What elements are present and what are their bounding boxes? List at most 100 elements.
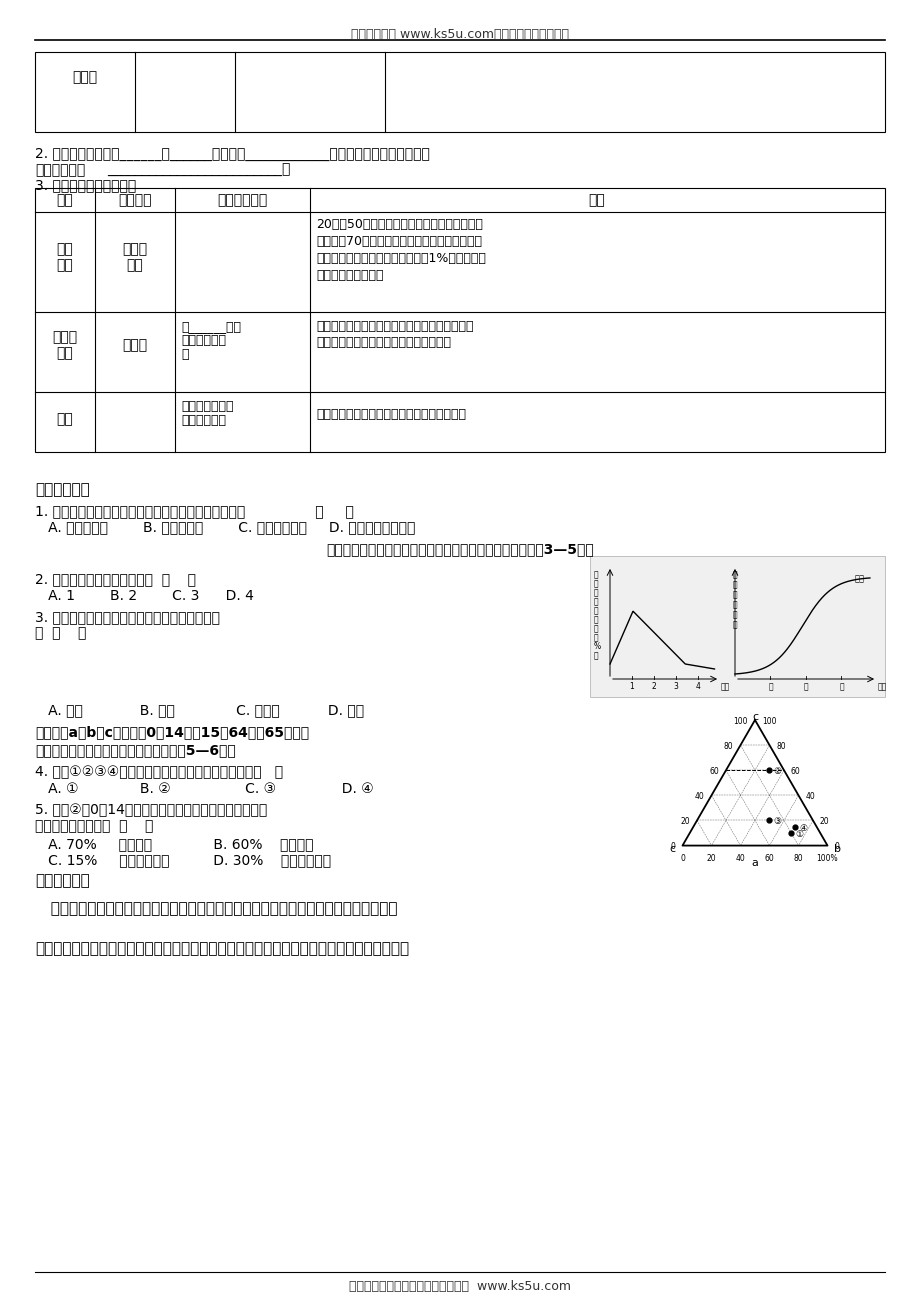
- Text: A. 70%     鼓励生育              B. 60%    计划生育: A. 70% 鼓励生育 B. 60% 计划生育: [35, 837, 313, 852]
- Text: 20: 20: [706, 854, 716, 862]
- Text: 模式已经引入现代型: 模式已经引入现代型: [315, 270, 383, 283]
- Text: ④: ④: [798, 824, 806, 833]
- Text: A. 1        B. 2        C. 3      D. 4: A. 1 B. 2 C. 3 D. 4: [35, 589, 254, 603]
- Text: 欧洲和: 欧洲和: [122, 242, 147, 256]
- Text: （: （: [594, 633, 598, 642]
- Text: 地区: 地区: [57, 193, 74, 207]
- Text: 自: 自: [594, 589, 598, 598]
- Text: 人: 人: [594, 570, 598, 579]
- Text: 40: 40: [805, 792, 814, 801]
- Text: %: %: [594, 642, 600, 651]
- Text: 80: 80: [793, 854, 802, 862]
- Text: 40: 40: [694, 792, 704, 801]
- Text: 读城市化进程和某国人口自然增长率变化曲线两幅图，完成3—5题。: 读城市化进程和某国人口自然增长率变化曲线两幅图，完成3—5题。: [325, 542, 594, 556]
- Text: 0: 0: [679, 854, 684, 862]
- Text: 国家相当的水平，但人口的出生率仍较高: 国家相当的水平，但人口的出生率仍较高: [315, 336, 450, 349]
- Text: 时期: 时期: [877, 682, 886, 691]
- Text: 60: 60: [764, 854, 774, 862]
- Text: c: c: [751, 712, 757, 723]
- Text: 代型的转变阶: 代型的转变阶: [181, 335, 226, 348]
- Text: 20世纪50年代后，发达国家的人口出生率不断: 20世纪50年代后，发达国家的人口出生率不断: [315, 217, 482, 230]
- Text: 4: 4: [695, 682, 699, 691]
- Text: 乙: 乙: [803, 682, 808, 691]
- Bar: [35, 187, 884, 452]
- Text: 80: 80: [776, 742, 785, 751]
- Bar: [35, 52, 884, 132]
- Text: _________________________。: _________________________。: [107, 163, 290, 177]
- Text: 3. 下列各国中，人口发展状况与图示类型一致的: 3. 下列各国中，人口发展状况与图示类型一致的: [35, 611, 220, 624]
- Text: A. ①              B. ②                 C. ③               D. ④: A. ① B. ② C. ③ D. ④: [35, 783, 373, 796]
- Text: 三种年龄人数所占总人口比重。据此回答5—6题。: 三种年龄人数所占总人口比重。据此回答5—6题。: [35, 743, 235, 756]
- Text: A. 埃及             B. 中国              C. 新加坡           D. 德国: A. 埃及 B. 中国 C. 新加坡 D. 德国: [35, 703, 364, 717]
- Text: 60: 60: [709, 767, 719, 776]
- Text: 段: 段: [181, 348, 188, 361]
- Text: c: c: [669, 844, 675, 854]
- Text: 比: 比: [732, 611, 737, 618]
- Text: 不同或相同类的地理数据。判读三角坐标图的一般方法是：一定要始始址。按需要读取某数据: 不同或相同类的地理数据。判读三角坐标图的一般方法是：一定要始始址。按需要读取某数…: [35, 941, 409, 956]
- Text: 40: 40: [735, 854, 744, 862]
- Text: 2. 人口增长模式是由______向______，继而向____________转变。人口增长模式的转变: 2. 人口增长模式是由______向______，继而向____________…: [35, 147, 429, 161]
- Text: ①: ①: [794, 829, 802, 838]
- Text: b: b: [834, 844, 840, 854]
- Text: 100%: 100%: [816, 854, 837, 862]
- Text: 1. 各大洲中，人口自然增长率最高和最低的大洲分别是                （     ）: 1. 各大洲中，人口自然增长率最高和最低的大洲分别是 （ ）: [35, 504, 354, 518]
- Text: 城: 城: [732, 570, 737, 579]
- Text: 三角坐标图是近年高考的热门题型，它通过等边三角形的三条边作为坐标轴，表示三种: 三角坐标图是近年高考的热门题型，它通过等边三角形的三条边作为坐标轴，表示三种: [35, 901, 397, 917]
- Text: 根本原因是：: 根本原因是：: [35, 163, 85, 177]
- Text: 20: 20: [819, 816, 829, 825]
- Text: 2: 2: [651, 682, 655, 691]
- Text: 亚非拉: 亚非拉: [122, 339, 147, 352]
- Text: 欢迎广大教师踊跃来稿，稿酬丰厚。  www.ks5u.com: 欢迎广大教师踊跃来稿，稿酬丰厚。 www.ks5u.com: [348, 1280, 571, 1293]
- Text: 20: 20: [680, 816, 689, 825]
- Bar: [589, 556, 884, 697]
- Text: ）: ）: [594, 651, 598, 660]
- Text: 【当堂检测】: 【当堂检测】: [35, 482, 90, 497]
- Text: 4. 图中①②③④四个国家中，老龄化问题最严重的是（   ）: 4. 图中①②③④四个国家中，老龄化问题最严重的是（ ）: [35, 766, 283, 779]
- Text: 现代型: 现代型: [73, 70, 97, 85]
- Text: 增: 增: [594, 605, 598, 615]
- Text: 国家: 国家: [57, 346, 74, 359]
- Text: 口: 口: [732, 600, 737, 609]
- Text: 降低，到70年代中期，以欧洲和北美为代表的发: 降低，到70年代中期，以欧洲和北美为代表的发: [315, 234, 482, 247]
- Text: 人: 人: [732, 590, 737, 599]
- Text: 市: 市: [732, 579, 737, 589]
- Text: ②: ②: [773, 767, 781, 776]
- Text: ③: ③: [773, 818, 781, 827]
- Text: C. 15%     采取移民政策          D. 30%    鼓励人员出国: C. 15% 采取移民政策 D. 30% 鼓励人员出国: [35, 853, 331, 867]
- Text: 2. 该国人口达到顶峰的时间为  （    ）: 2. 该国人口达到顶峰的时间为 （ ）: [35, 572, 196, 586]
- Text: A. 亚洲、欧洲        B. 非洲、欧洲        C. 非洲、北美洲     D. 拉丁美洲、大洋洲: A. 亚洲、欧洲 B. 非洲、欧洲 C. 非洲、北美洲 D. 拉丁美洲、大洋洲: [35, 519, 414, 534]
- Text: 时间: 时间: [720, 682, 730, 691]
- Text: 取的相应正确措施是  （    ）: 取的相应正确措施是 （ ）: [35, 819, 153, 833]
- Text: a: a: [751, 858, 757, 867]
- Text: 人口: 人口: [854, 574, 864, 583]
- Text: 是  （    ）: 是 （ ）: [35, 626, 86, 641]
- Text: 达地区的人口自然增长率平均不足1%，人口增长: 达地区的人口自然增长率平均不足1%，人口增长: [315, 253, 485, 266]
- Text: 口: 口: [594, 579, 598, 589]
- Text: 北美: 北美: [127, 258, 143, 272]
- Text: 3. 人口增长模式地区分布: 3. 人口增长模式地区分布: [35, 178, 136, 191]
- Text: 率: 率: [594, 624, 598, 633]
- Text: 国家: 国家: [57, 258, 74, 272]
- Text: 人口增长模式: 人口增长模式: [217, 193, 267, 207]
- Text: 然: 然: [594, 598, 598, 605]
- Text: 长: 长: [594, 615, 598, 624]
- Text: 1: 1: [629, 682, 634, 691]
- Text: 80: 80: [723, 742, 732, 751]
- Text: 重: 重: [732, 620, 737, 629]
- Text: 3: 3: [673, 682, 677, 691]
- Text: 发展中: 发展中: [52, 329, 77, 344]
- Text: 型的转变阶段: 型的转变阶段: [181, 414, 226, 427]
- Text: 发达: 发达: [57, 242, 74, 256]
- Text: 丙: 丙: [838, 682, 843, 691]
- Text: 代表地区: 代表地区: [119, 193, 152, 207]
- Text: 备注: 备注: [588, 193, 605, 207]
- Text: 100: 100: [761, 716, 776, 725]
- Text: 【典题解悟】: 【典题解悟】: [35, 874, 90, 888]
- Text: 读下图，a、b、c分别表示0～14岁、15～64岁、65岁以上: 读下图，a、b、c分别表示0～14岁、15～64岁、65岁以上: [35, 725, 309, 740]
- Text: 高考资源网（ www.ks5u.com），您身边的高考专家: 高考资源网（ www.ks5u.com），您身边的高考专家: [351, 29, 568, 40]
- Text: 由于发展中国家的人口占世界人口的绝大多数: 由于发展中国家的人口占世界人口的绝大多数: [315, 408, 466, 421]
- Text: 由传统型向现代: 由传统型向现代: [181, 400, 233, 413]
- Text: 0: 0: [834, 842, 838, 852]
- Text: 100: 100: [732, 716, 747, 725]
- Text: 60: 60: [790, 767, 800, 776]
